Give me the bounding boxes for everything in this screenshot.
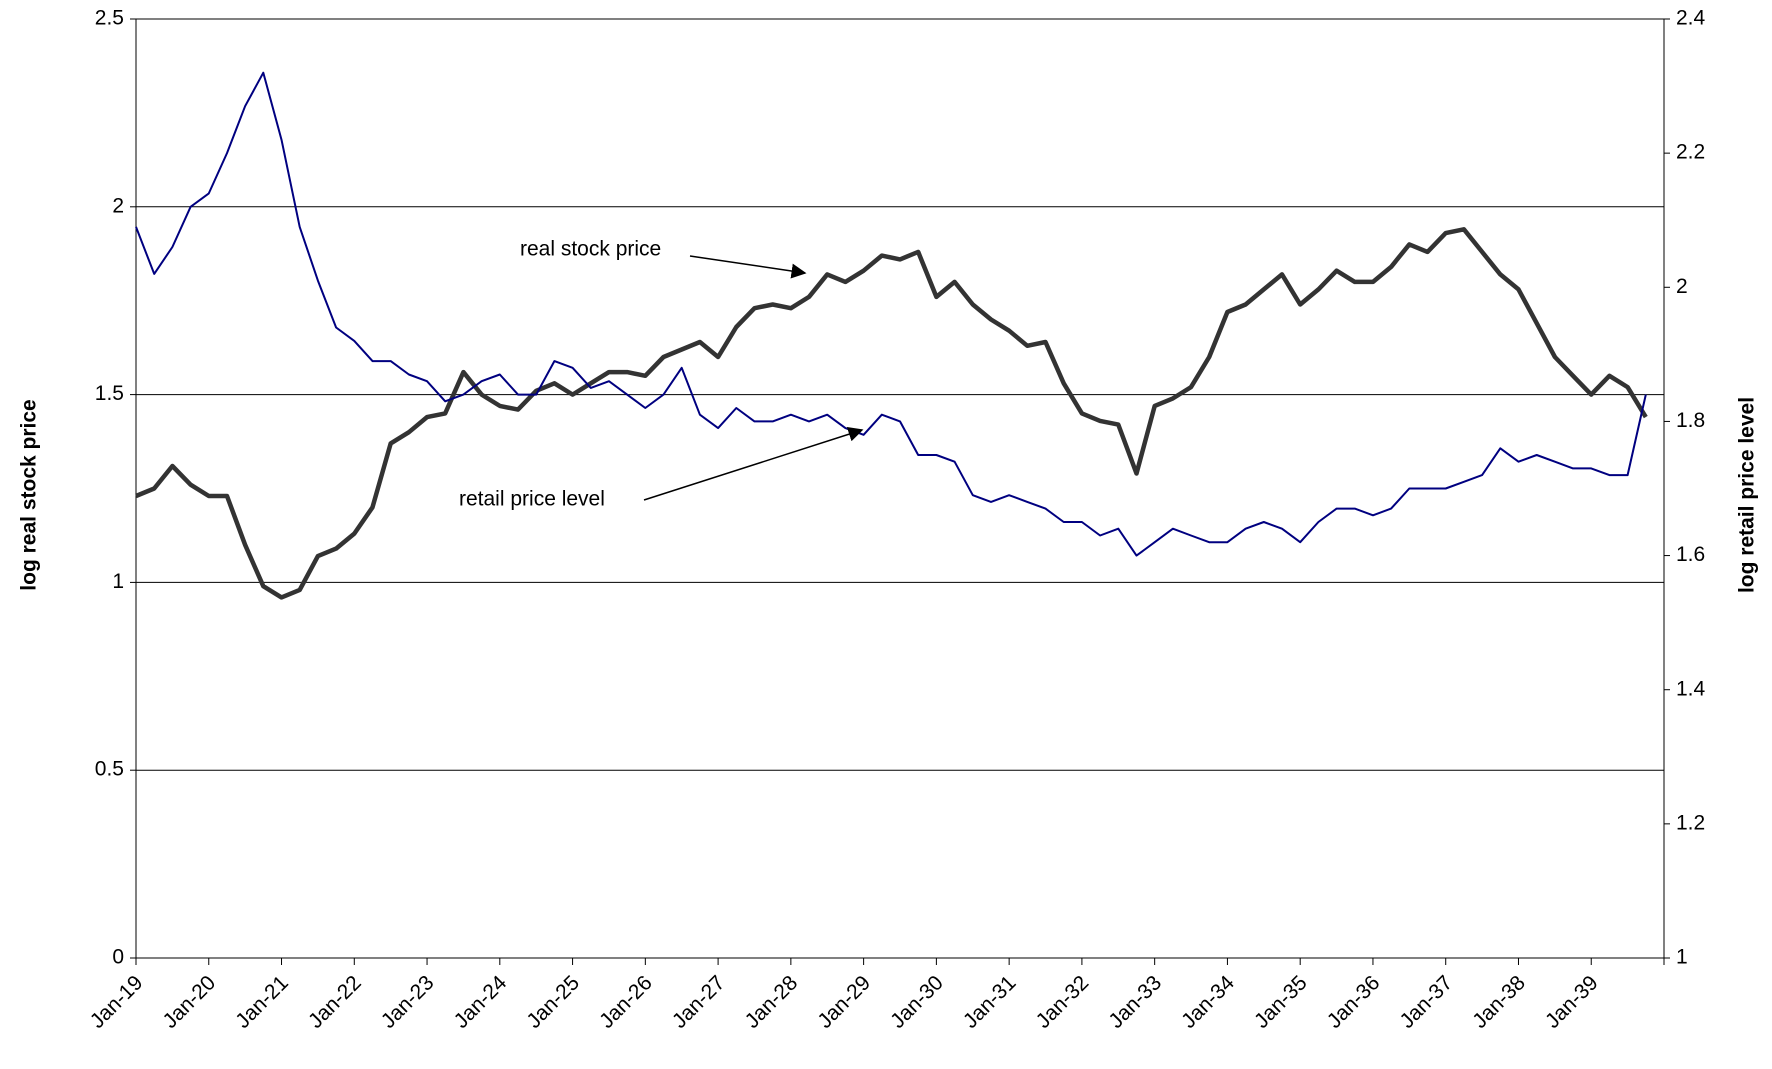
y-tick-label: 1.5: [95, 382, 124, 405]
x-tick-label: Jan-21: [231, 971, 293, 1033]
y-axis-title: log real stock price: [18, 399, 41, 590]
x-tick-label: Jan-20: [159, 971, 221, 1033]
x-tick-label: Jan-28: [741, 971, 803, 1033]
y2-tick-label: 1.8: [1676, 409, 1705, 432]
y2-tick-label: 1: [1676, 946, 1688, 969]
x-tick-label: Jan-30: [886, 971, 948, 1033]
x-tick-label: Jan-19: [86, 971, 148, 1033]
y2-tick-label: 1.2: [1676, 811, 1705, 834]
annotation-arrow: [689, 255, 807, 279]
x-tick-label: Jan-25: [522, 971, 584, 1033]
y2-tick-label: 2.4: [1676, 7, 1706, 30]
x-tick-label: Jan-29: [813, 971, 875, 1033]
annotation: real stock price: [520, 238, 661, 261]
x-tick-label: Jan-23: [377, 971, 439, 1033]
annotation-arrow: [643, 426, 864, 501]
x-tick-label: Jan-36: [1323, 971, 1385, 1033]
x-tick-label: Jan-27: [668, 971, 730, 1033]
y-tick-label: 0: [112, 946, 124, 969]
x-tick-label: Jan-31: [959, 971, 1021, 1033]
y-tick-label: 1: [112, 570, 124, 593]
y2-tick-label: 1.6: [1676, 543, 1705, 566]
y2-tick-label: 2.2: [1676, 141, 1705, 164]
y2-tick-label: 1.4: [1676, 677, 1706, 700]
x-tick-label: Jan-24: [450, 971, 512, 1033]
y-tick-label: 0.5: [95, 758, 124, 781]
y2-axis-title: log retail price level: [1736, 397, 1759, 593]
y-tick-label: 2.5: [95, 7, 124, 30]
x-tick-label: Jan-35: [1250, 971, 1312, 1033]
x-tick-label: Jan-37: [1395, 971, 1457, 1033]
x-tick-label: Jan-32: [1032, 971, 1094, 1033]
x-tick-label: Jan-22: [304, 971, 366, 1033]
series-line: [135, 227, 1648, 600]
y2-tick-label: 2: [1676, 275, 1688, 298]
x-tick-label: Jan-39: [1541, 971, 1603, 1033]
series-line: [135, 71, 1647, 557]
x-tick-label: Jan-38: [1468, 971, 1530, 1033]
x-tick-label: Jan-33: [1104, 971, 1166, 1033]
annotation: retail price level: [459, 488, 605, 511]
x-tick-label: Jan-26: [595, 971, 657, 1033]
y-tick-label: 2: [112, 194, 124, 217]
x-tick-label: Jan-34: [1177, 971, 1239, 1033]
